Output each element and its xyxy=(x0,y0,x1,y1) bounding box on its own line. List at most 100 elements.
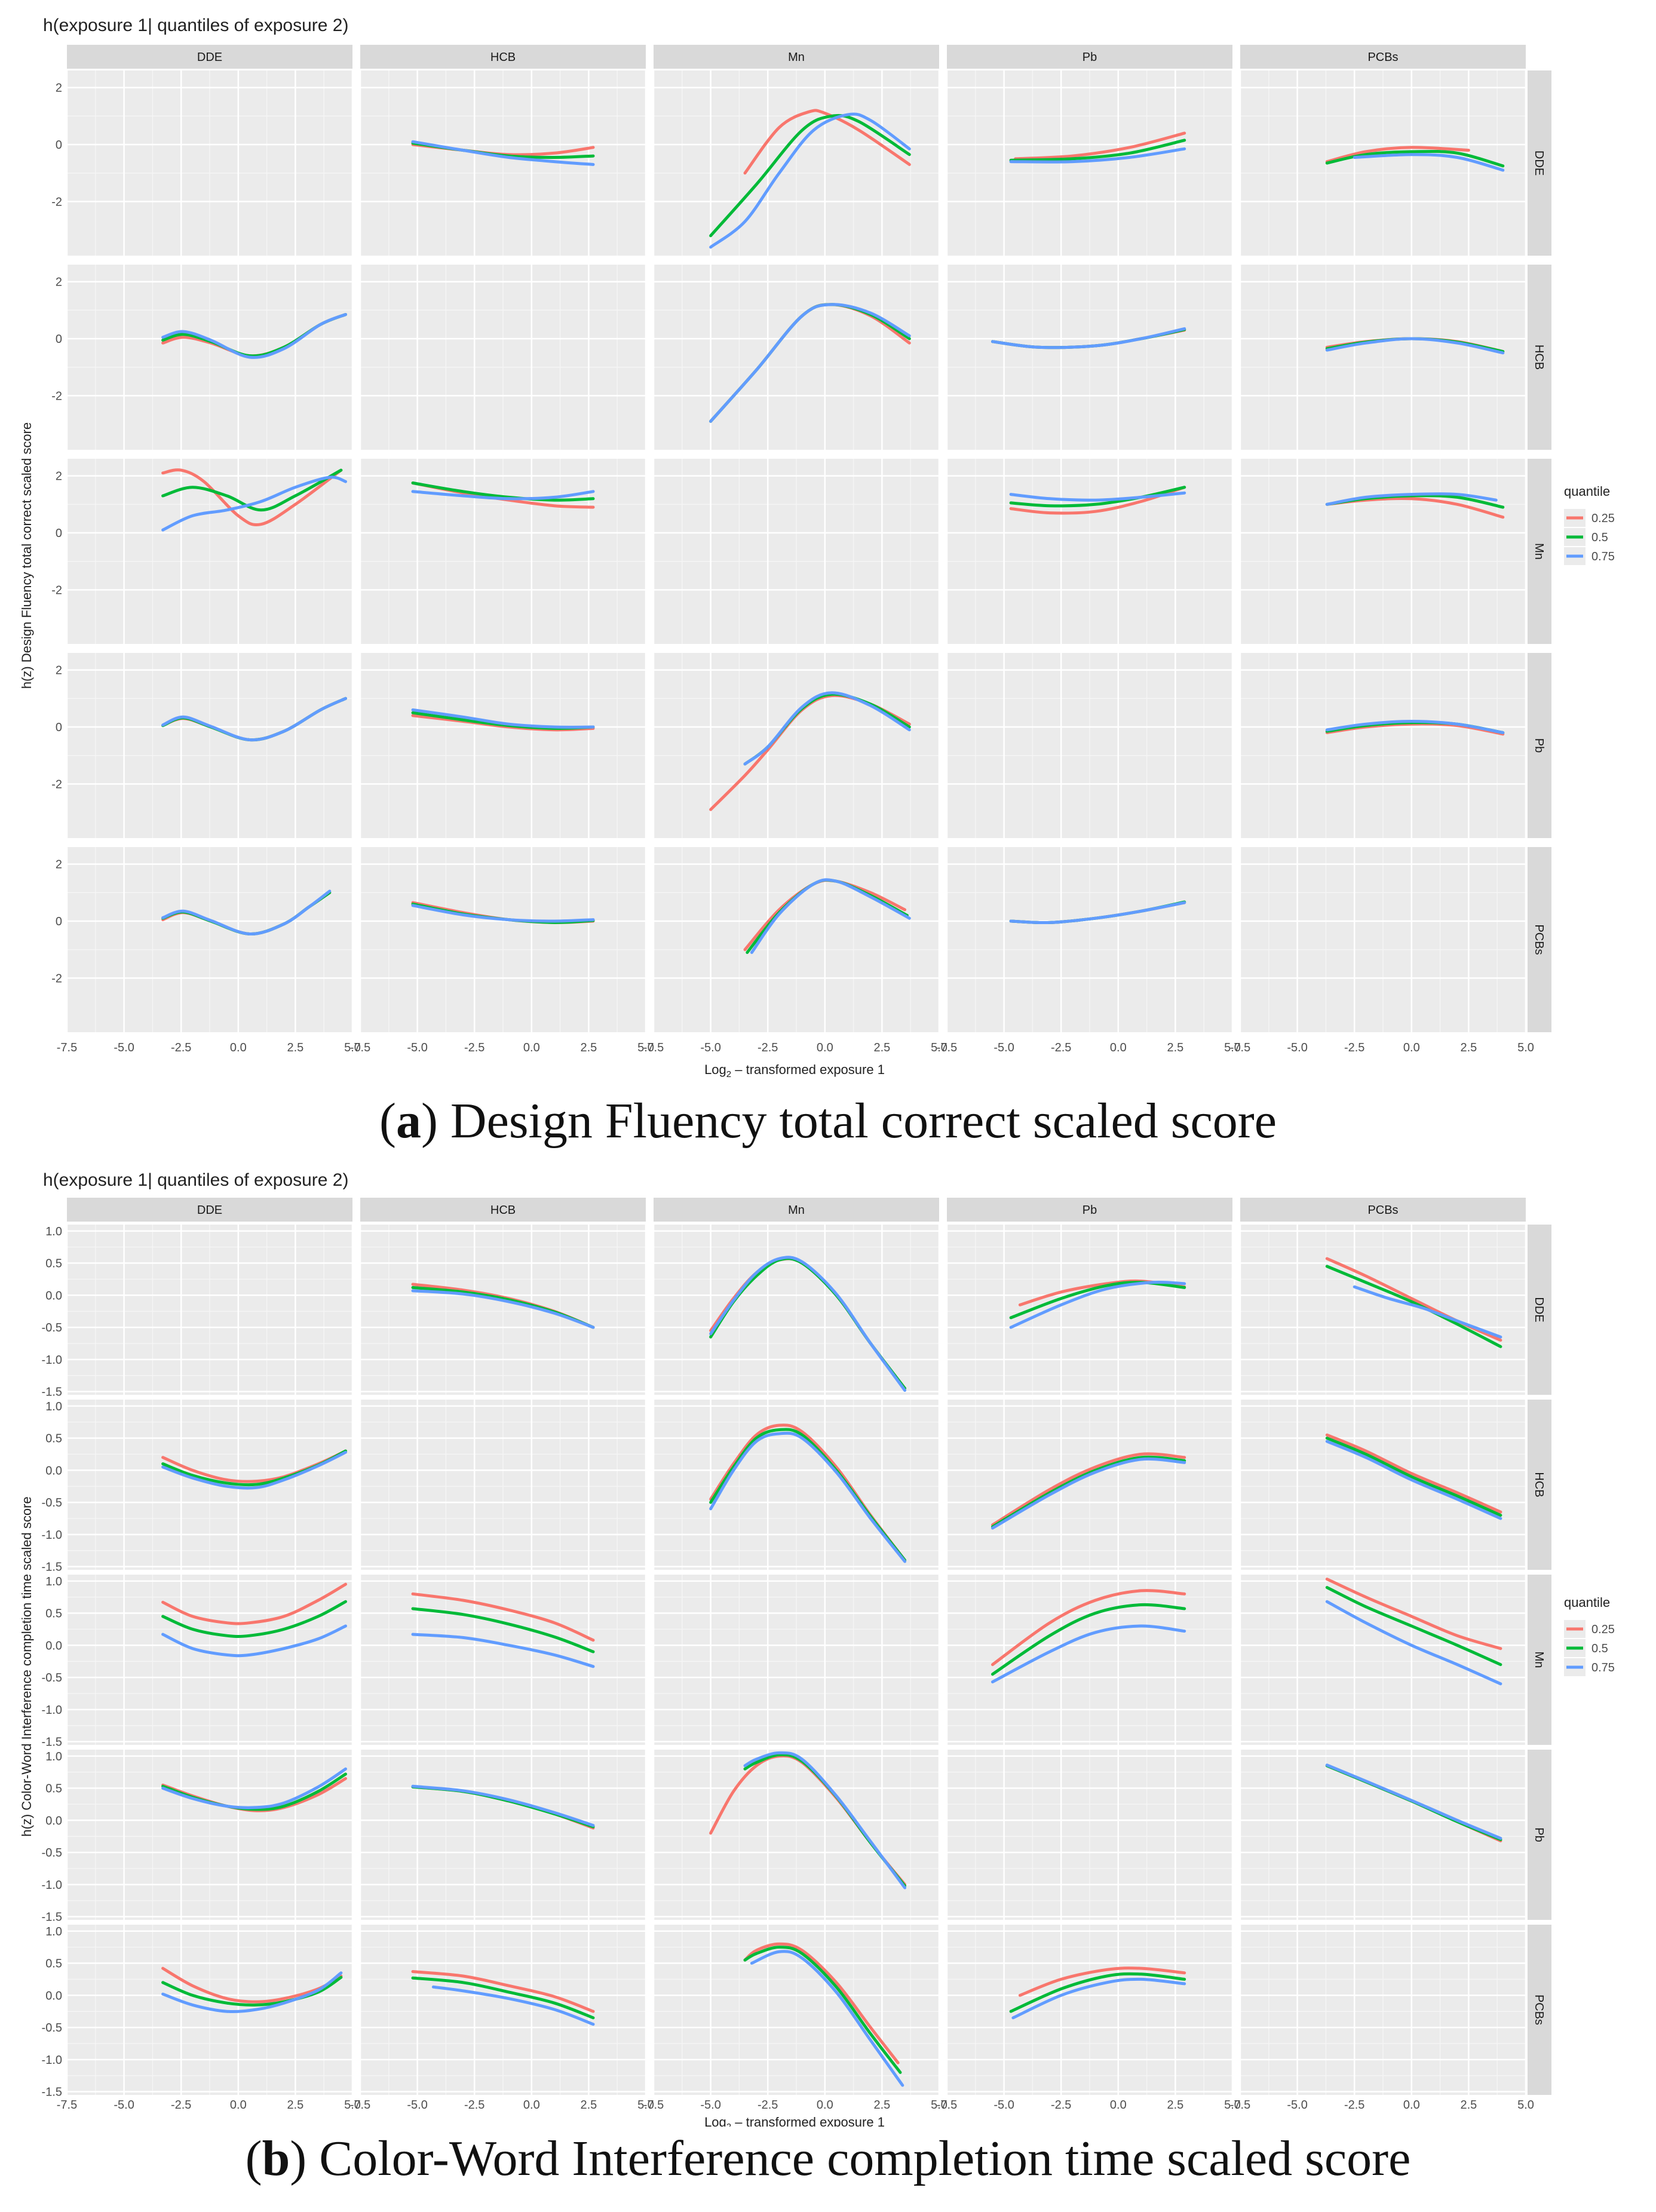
series-line-q05 xyxy=(1325,1586,1502,1667)
series-line-q075 xyxy=(1011,1977,1186,2020)
x-tick-label: 2.5 xyxy=(873,2099,890,2112)
series-line-q075 xyxy=(1325,1600,1502,1686)
x-tick-label: -2.5 xyxy=(1344,1041,1364,1054)
series-line-q075 xyxy=(161,313,347,359)
y-tick-label: -1.0 xyxy=(42,1529,62,1542)
x-tick-label: -7.5 xyxy=(57,2099,77,2112)
y-tick-label: -0.5 xyxy=(42,1496,62,1510)
caption-a-text: ) Design Fluency total correct scaled sc… xyxy=(421,1093,1277,1149)
panel-a-0-0 xyxy=(66,70,354,256)
panel-a-2-2 xyxy=(652,459,940,644)
series-line-q075 xyxy=(709,303,911,423)
x-tick-label: 2.5 xyxy=(287,1041,303,1054)
x-axis-label-part: Log xyxy=(704,2115,726,2127)
x-axis-label-subscript: 2 xyxy=(726,1069,731,1079)
row-strip-label: Mn xyxy=(1532,1652,1545,1668)
x-tick-label: 2.5 xyxy=(1167,2099,1183,2112)
row-strip-label: Mn xyxy=(1532,543,1545,560)
series-line-q05 xyxy=(411,1976,595,2020)
series-line-q075 xyxy=(161,1624,347,1658)
panel-b-1-4 xyxy=(1239,1400,1527,1570)
caption-a: (a) Design Fluency total correct scaled … xyxy=(379,1093,1277,1149)
col-strip-label: Mn xyxy=(788,1204,805,1217)
y-tick-label: -0.5 xyxy=(42,1671,62,1685)
chart-title: h(exposure 1| quantiles of exposure 2) xyxy=(43,1170,348,1190)
y-tick-label: 0.5 xyxy=(45,1257,62,1271)
series-line-q05 xyxy=(411,1607,595,1653)
x-tick-label: -5.0 xyxy=(1287,2099,1307,2112)
series-line-q075 xyxy=(411,1784,595,1827)
series-line-q075 xyxy=(411,140,595,166)
series-line-q05 xyxy=(991,1603,1186,1676)
x-tick-label: -2.5 xyxy=(758,2099,778,2112)
panel-a-4-4 xyxy=(1239,847,1527,1032)
x-tick-label: 2.5 xyxy=(580,1041,597,1054)
x-tick-label: -5.0 xyxy=(993,1041,1014,1054)
panel-a-3-4 xyxy=(1239,653,1527,838)
panel-b-4-4 xyxy=(1239,1925,1527,2095)
legend-label: 0.75 xyxy=(1591,550,1615,563)
series-line-q075 xyxy=(709,1431,907,1563)
panel-a-3-2 xyxy=(652,653,940,838)
x-tick-label: 2.5 xyxy=(287,2099,303,2112)
x-tick-label: -2.5 xyxy=(758,1041,778,1054)
x-tick-label: -2.5 xyxy=(1344,2099,1364,2112)
panel-a-1-3 xyxy=(946,265,1234,450)
x-tick-label: 5.0 xyxy=(1517,1041,1534,1054)
x-tick-label: 2.5 xyxy=(1460,2099,1477,2112)
y-tick-label: 0.5 xyxy=(45,1607,62,1621)
series-line-q025 xyxy=(991,1589,1186,1667)
y-tick-label: -1.5 xyxy=(42,1911,62,1924)
legend-label: 0.25 xyxy=(1591,1623,1615,1636)
series-line-q075 xyxy=(1353,1285,1502,1339)
col-strip-bg xyxy=(360,45,646,69)
x-tick-label: -5.0 xyxy=(700,1041,720,1054)
x-tick-label: -5.0 xyxy=(114,2099,134,2112)
series-line-q05 xyxy=(161,1600,347,1639)
series-line-q075 xyxy=(1325,720,1505,734)
y-tick-label: 0.0 xyxy=(45,1639,62,1652)
panel-a-3-0 xyxy=(66,653,354,838)
col-strip-label: PCBs xyxy=(1367,51,1398,64)
figure-svg: h(exposure 1| quantiles of exposure 2) DD… xyxy=(19,16,1615,2127)
series-line-q075 xyxy=(743,1751,907,1889)
y-tick-label: -1.0 xyxy=(42,2054,62,2067)
series-line-q075 xyxy=(1325,492,1498,506)
row-strip-bg xyxy=(1528,653,1551,838)
y-tick-label: 1.0 xyxy=(45,1575,62,1588)
col-strip-bg xyxy=(360,1198,646,1222)
panel-a-4-0 xyxy=(66,847,354,1032)
series-line-q05 xyxy=(709,113,911,238)
y-tick-label: 2 xyxy=(56,664,62,677)
panel-a-1-2 xyxy=(652,265,940,450)
col-strip-label: Pb xyxy=(1082,1204,1097,1217)
y-tick-label: -0.5 xyxy=(42,2021,62,2035)
x-tick-label: -7.5 xyxy=(1230,2099,1250,2112)
panel-a-0-2 xyxy=(652,70,940,256)
x-tick-label: -7.5 xyxy=(643,1041,664,1054)
series-line-q075 xyxy=(1009,491,1186,502)
row-strip-bg xyxy=(1528,265,1551,450)
series-line-q075 xyxy=(709,112,911,249)
panel-b-3-1 xyxy=(359,1750,647,1920)
y-tick-label: -2 xyxy=(51,584,62,597)
x-tick-label: -2.5 xyxy=(464,2099,484,2112)
x-axis-label-part: – transformed exposure 1 xyxy=(731,1062,885,1077)
legend: quantile 0.25 0.5 0.75 xyxy=(1564,1595,1615,1676)
panel-b-0-2 xyxy=(652,1225,940,1395)
x-tick-label: -2.5 xyxy=(1051,2099,1071,2112)
x-tick-label: -2.5 xyxy=(171,1041,191,1054)
y-tick-label: -2 xyxy=(51,778,62,791)
x-tick-label: -7.5 xyxy=(643,2099,664,2112)
series-line-q05 xyxy=(1009,1972,1186,2013)
series-line-q075 xyxy=(431,1985,595,2026)
x-tick-label: 0.0 xyxy=(1110,1041,1127,1054)
x-tick-label: 0.0 xyxy=(1403,2099,1420,2112)
panel-a-1-0 xyxy=(66,265,354,450)
y-tick-label: 0.5 xyxy=(45,1958,62,1971)
series-line-q075 xyxy=(991,1624,1186,1684)
series-line-q075 xyxy=(411,1289,595,1329)
y-tick-label: 2 xyxy=(56,82,62,95)
x-tick-label: -5.0 xyxy=(993,2099,1014,2112)
panel-b-1-3 xyxy=(946,1400,1234,1570)
